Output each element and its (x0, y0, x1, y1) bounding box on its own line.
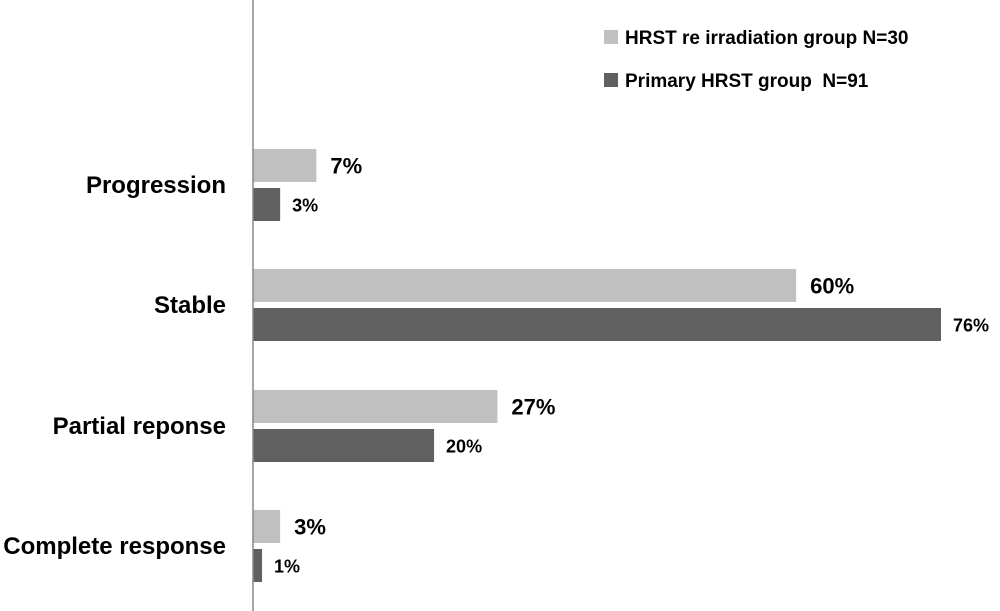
bar-progression-series-1 (253, 149, 317, 182)
legend-label-series-1: HRST re irradiation group N=30 (625, 28, 908, 49)
bar-progression-series-2 (253, 188, 281, 221)
data-label-complete-response-series-1: 3% (294, 515, 326, 540)
bar-stable-series-2 (253, 308, 941, 341)
data-label-partial-reponse-series-2: 20% (446, 437, 482, 457)
legend-swatch-series-2 (604, 73, 618, 87)
legend-swatch-series-1 (604, 30, 618, 44)
bar-stable-series-1 (253, 269, 797, 302)
bar-complete-response-series-2 (253, 549, 263, 582)
category-label-stable: Stable (154, 292, 226, 319)
data-label-complete-response-series-2: 1% (274, 557, 300, 577)
data-label-progression-series-2: 3% (292, 196, 318, 216)
data-label-stable-series-2: 76% (953, 316, 989, 336)
category-label-complete-response: Complete response (3, 533, 226, 560)
legend: HRST re irradiation group N=30 Primary HR… (604, 28, 908, 92)
bar-complete-response-series-1 (253, 510, 281, 543)
data-label-progression-series-1: 7% (330, 154, 362, 179)
category-label-progression: Progression (86, 172, 226, 199)
bar-partial-reponse-series-1 (253, 390, 498, 423)
data-label-partial-reponse-series-1: 27% (511, 395, 555, 420)
bar-partial-reponse-series-2 (253, 429, 435, 462)
category-labels: Progression Stable Partial reponse Complete… (3, 172, 226, 560)
legend-label-series-2: Primary HRST group N=91 (625, 71, 869, 92)
data-label-stable-series-1: 60% (810, 274, 854, 299)
bars-group: 7% 3% 60% 76% 27% 20% 3% 1% (253, 149, 989, 582)
category-label-partial-reponse: Partial reponse (53, 413, 226, 440)
